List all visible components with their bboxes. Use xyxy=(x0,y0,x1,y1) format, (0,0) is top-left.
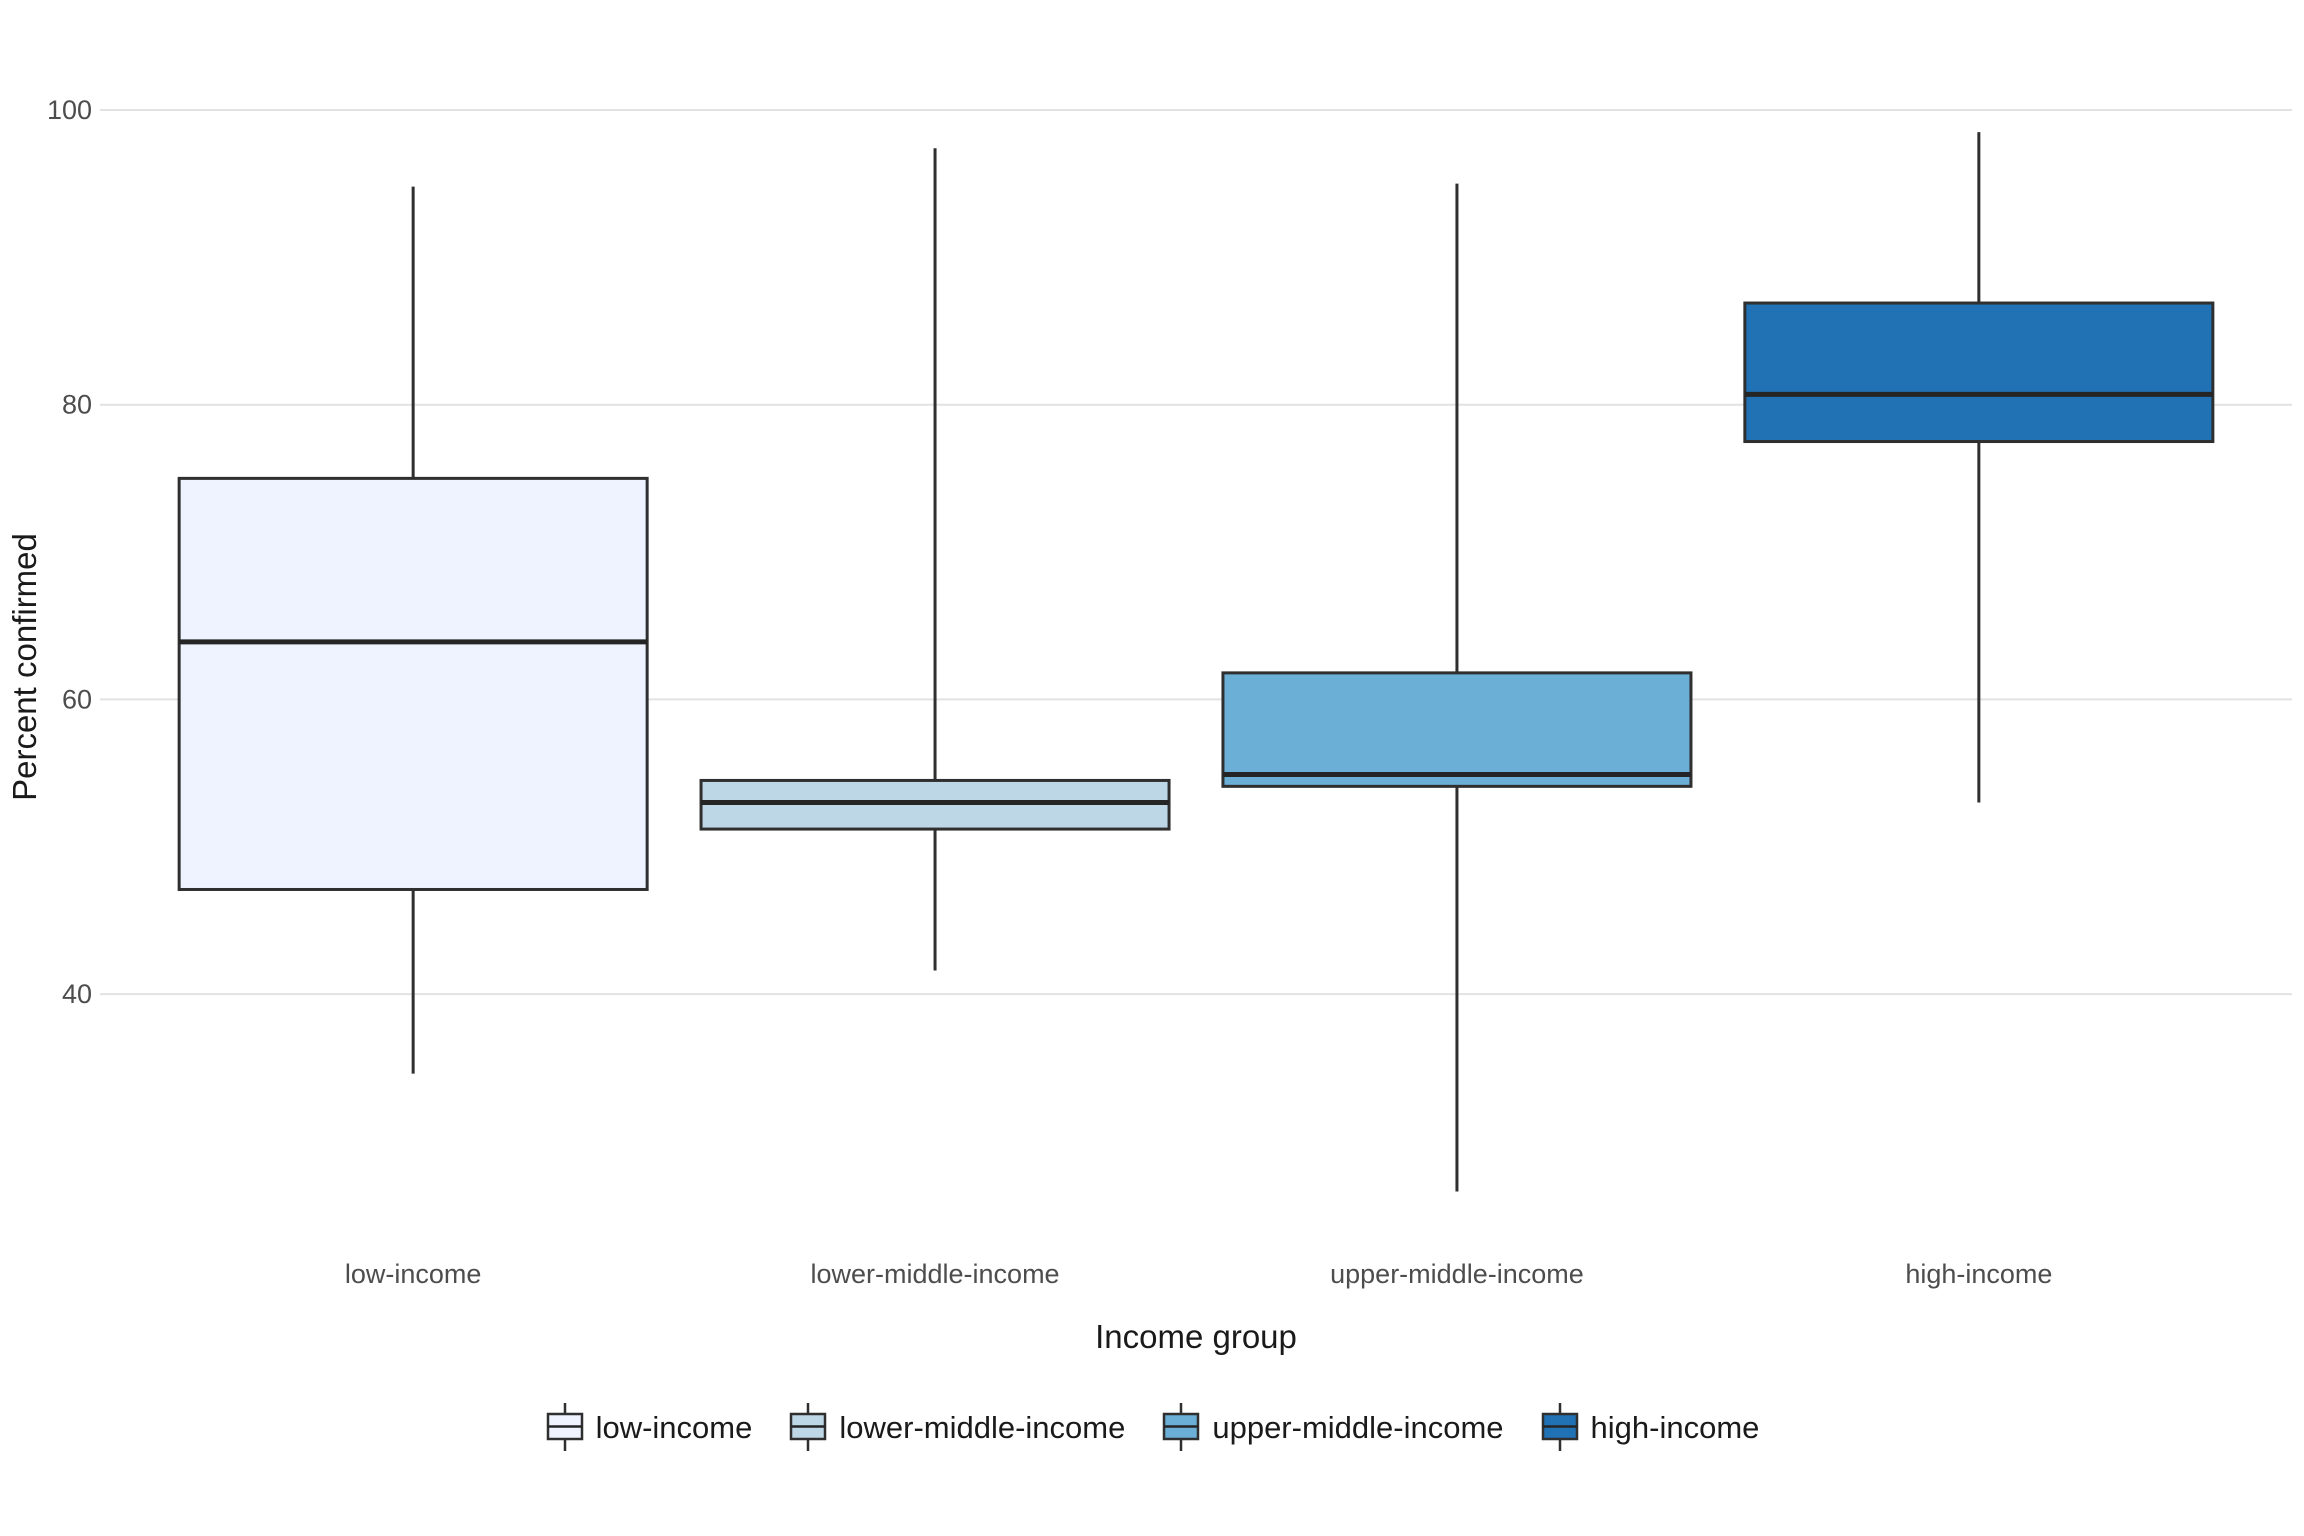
legend-boxplot-key-icon xyxy=(790,1403,827,1451)
x-tick-label-low-income: low-income xyxy=(345,1259,482,1289)
box-low-income xyxy=(177,476,649,891)
x-tick-label-high-income: high-income xyxy=(1905,1259,2052,1289)
x-tick-label-lower-middle-income: lower-middle-income xyxy=(811,1259,1060,1289)
legend-boxplot-key-icon xyxy=(1541,1403,1578,1451)
y-tick-label: 100 xyxy=(47,95,92,125)
box-high-income xyxy=(1743,301,2215,444)
box-upper-middle-income xyxy=(1221,671,1693,788)
legend-label: high-income xyxy=(1590,1409,1760,1445)
y-tick-label: 60 xyxy=(62,684,92,714)
y-tick-label: 80 xyxy=(62,390,92,420)
legend-boxplot-key-icon xyxy=(1163,1403,1200,1451)
x-tick-label-upper-middle-income: upper-middle-income xyxy=(1330,1259,1584,1289)
legend-boxplot-key-icon xyxy=(546,1403,583,1451)
legend-label: upper-middle-income xyxy=(1212,1409,1504,1445)
y-tick-label: 40 xyxy=(62,979,92,1009)
legend-label: low-income xyxy=(595,1409,753,1445)
legend: low-income lower-middle-income upper-middl… xyxy=(0,1396,2304,1458)
legend-item-upper-middle-income: upper-middle-income xyxy=(1161,1402,1504,1452)
legend-item-high-income: high-income xyxy=(1540,1402,1760,1452)
legend-item-low-income: low-income xyxy=(545,1402,753,1452)
x-axis-title: Income group xyxy=(1095,1318,1297,1355)
legend-label: lower-middle-income xyxy=(839,1409,1126,1445)
legend-item-lower-middle-income: lower-middle-income xyxy=(788,1402,1125,1452)
